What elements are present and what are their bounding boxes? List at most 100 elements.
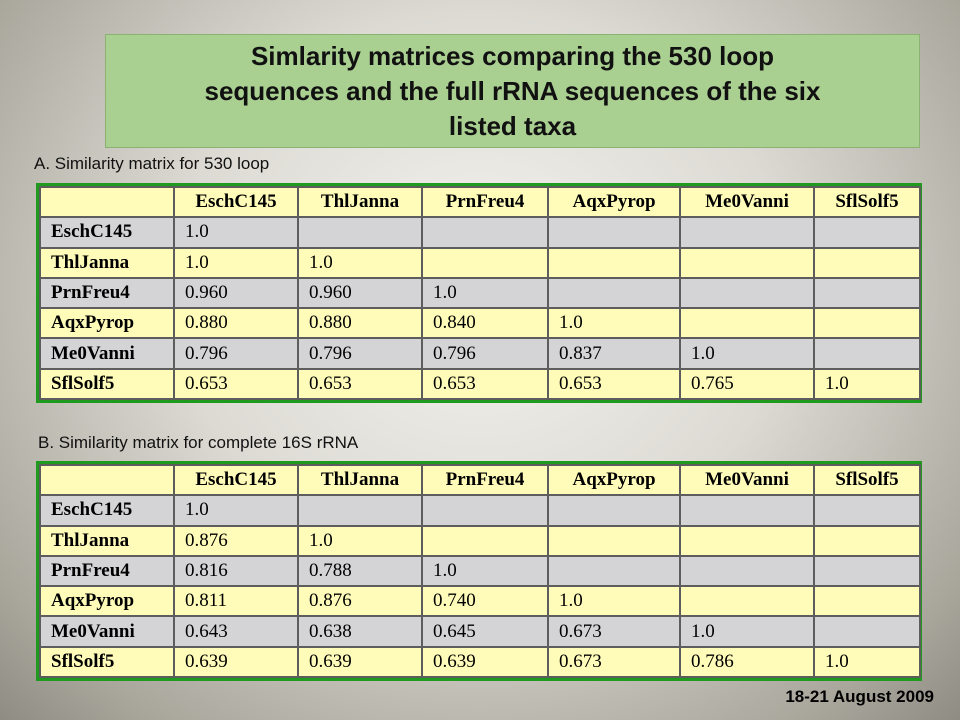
column-header: PrnFreu4 xyxy=(421,463,549,497)
corner-cell xyxy=(39,185,175,219)
corner-cell xyxy=(39,463,175,497)
row-header: AqxPyrop xyxy=(39,307,175,340)
similarity-cell: 1.0 xyxy=(679,615,815,648)
table-header-row: EschC145 ThlJanna PrnFreu4 AqxPyrop Me0Vanni… xyxy=(39,185,921,219)
similarity-cell: 1.0 xyxy=(421,276,549,310)
footer-date: 18-21 August 2009 xyxy=(785,687,934,706)
similarity-cell: 0.960 xyxy=(297,276,423,310)
row-header: Me0Vanni xyxy=(39,337,175,370)
similarity-cell xyxy=(813,216,921,249)
similarity-cell: 1.0 xyxy=(547,307,681,340)
similarity-cell: 0.788 xyxy=(297,554,423,588)
similarity-cell: 0.639 xyxy=(421,645,549,679)
similarity-cell xyxy=(297,216,423,249)
column-header: ThlJanna xyxy=(297,185,423,219)
similarity-cell xyxy=(813,276,921,310)
similarity-cell xyxy=(547,554,681,588)
table-row: AqxPyrop 0.811 0.876 0.740 1.0 xyxy=(39,585,921,618)
similarity-cell xyxy=(813,524,921,557)
slide-title-line-3: listed taxa xyxy=(448,110,577,141)
similarity-cell xyxy=(679,494,815,527)
similarity-cell: 1.0 xyxy=(679,337,815,370)
similarity-cell xyxy=(547,494,681,527)
table-row: SflSolf5 0.639 0.639 0.639 0.673 0.786 1.0 xyxy=(39,645,921,679)
table-row: Me0Vanni 0.796 0.796 0.796 0.837 1.0 xyxy=(39,337,921,370)
similarity-cell: 1.0 xyxy=(173,216,299,249)
similarity-cell: 0.653 xyxy=(547,367,681,401)
similarity-cell xyxy=(547,246,681,279)
similarity-cell xyxy=(297,494,423,527)
similarity-cell: 0.796 xyxy=(297,337,423,370)
similarity-cell: 0.673 xyxy=(547,615,681,648)
matrix-b-caption: B. Similarity matrix for complete 16S rR… xyxy=(38,433,359,452)
similarity-cell: 1.0 xyxy=(813,367,921,401)
similarity-cell: 0.840 xyxy=(421,307,549,340)
column-header: SflSolf5 xyxy=(813,463,921,497)
table-row: AqxPyrop 0.880 0.880 0.840 1.0 xyxy=(39,307,921,340)
similarity-cell: 0.673 xyxy=(547,645,681,679)
row-header: ThlJanna xyxy=(39,246,175,279)
row-header: ThlJanna xyxy=(39,524,175,557)
column-header: ThlJanna xyxy=(297,463,423,497)
matrix-b-table: EschC145 ThlJanna PrnFreu4 AqxPyrop Me0Vanni… xyxy=(36,461,922,681)
matrix-a-caption: A. Similarity matrix for 530 loop xyxy=(34,154,270,173)
similarity-cell xyxy=(813,494,921,527)
similarity-cell: 0.645 xyxy=(421,615,549,648)
slide-title-box: Simlarity matrices comparing the 530 loo… xyxy=(105,34,920,148)
similarity-cell: 0.643 xyxy=(173,615,299,648)
similarity-cell xyxy=(421,246,549,279)
similarity-cell: 0.816 xyxy=(173,554,299,588)
row-header: EschC145 xyxy=(39,494,175,527)
similarity-cell xyxy=(813,585,921,618)
row-header: PrnFreu4 xyxy=(39,276,175,310)
similarity-cell: 0.811 xyxy=(173,585,299,618)
column-header: Me0Vanni xyxy=(679,463,815,497)
column-header: PrnFreu4 xyxy=(421,185,549,219)
matrix_a-grid: EschC145 ThlJanna PrnFreu4 AqxPyrop Me0Vanni… xyxy=(39,185,921,401)
column-header: Me0Vanni xyxy=(679,185,815,219)
similarity-cell: 0.796 xyxy=(173,337,299,370)
similarity-cell xyxy=(421,216,549,249)
slide-title-line-2: sequences and the full rRNA sequences of… xyxy=(204,75,821,106)
similarity-cell xyxy=(547,524,681,557)
similarity-cell: 0.837 xyxy=(547,337,681,370)
similarity-cell: 0.653 xyxy=(297,367,423,401)
similarity-cell xyxy=(813,615,921,648)
similarity-cell: 1.0 xyxy=(421,554,549,588)
similarity-cell xyxy=(813,554,921,588)
similarity-cell: 0.796 xyxy=(421,337,549,370)
table-row: EschC145 1.0 xyxy=(39,494,921,527)
table-row: ThlJanna 1.0 1.0 xyxy=(39,246,921,279)
row-header: SflSolf5 xyxy=(39,645,175,679)
similarity-cell: 0.653 xyxy=(173,367,299,401)
similarity-cell: 0.653 xyxy=(421,367,549,401)
similarity-cell: 0.638 xyxy=(297,615,423,648)
similarity-cell xyxy=(813,337,921,370)
similarity-cell: 0.765 xyxy=(679,367,815,401)
similarity-cell: 0.740 xyxy=(421,585,549,618)
matrix-a-table: EschC145 ThlJanna PrnFreu4 AqxPyrop Me0Vanni… xyxy=(36,183,922,403)
similarity-cell: 0.786 xyxy=(679,645,815,679)
similarity-cell xyxy=(679,276,815,310)
column-header: SflSolf5 xyxy=(813,185,921,219)
similarity-cell: 1.0 xyxy=(813,645,921,679)
column-header: EschC145 xyxy=(173,463,299,497)
table-header-row: EschC145 ThlJanna PrnFreu4 AqxPyrop Me0Vanni… xyxy=(39,463,921,497)
similarity-cell: 1.0 xyxy=(297,524,423,557)
similarity-cell xyxy=(679,216,815,249)
similarity-cell: 0.876 xyxy=(173,524,299,557)
table-row: Me0Vanni 0.643 0.638 0.645 0.673 1.0 xyxy=(39,615,921,648)
similarity-cell: 0.960 xyxy=(173,276,299,310)
similarity-cell xyxy=(813,307,921,340)
similarity-cell: 0.880 xyxy=(173,307,299,340)
slide-title: Simlarity matrices comparing the 530 loo… xyxy=(205,39,821,144)
row-header: PrnFreu4 xyxy=(39,554,175,588)
similarity-cell: 1.0 xyxy=(297,246,423,279)
similarity-cell xyxy=(547,276,681,310)
similarity-cell: 0.880 xyxy=(297,307,423,340)
column-header: AqxPyrop xyxy=(547,185,681,219)
table-row: SflSolf5 0.653 0.653 0.653 0.653 0.765 1.0 xyxy=(39,367,921,401)
matrix_b-grid: EschC145 ThlJanna PrnFreu4 AqxPyrop Me0Vanni… xyxy=(39,463,921,679)
row-header: EschC145 xyxy=(39,216,175,249)
similarity-cell: 1.0 xyxy=(173,494,299,527)
